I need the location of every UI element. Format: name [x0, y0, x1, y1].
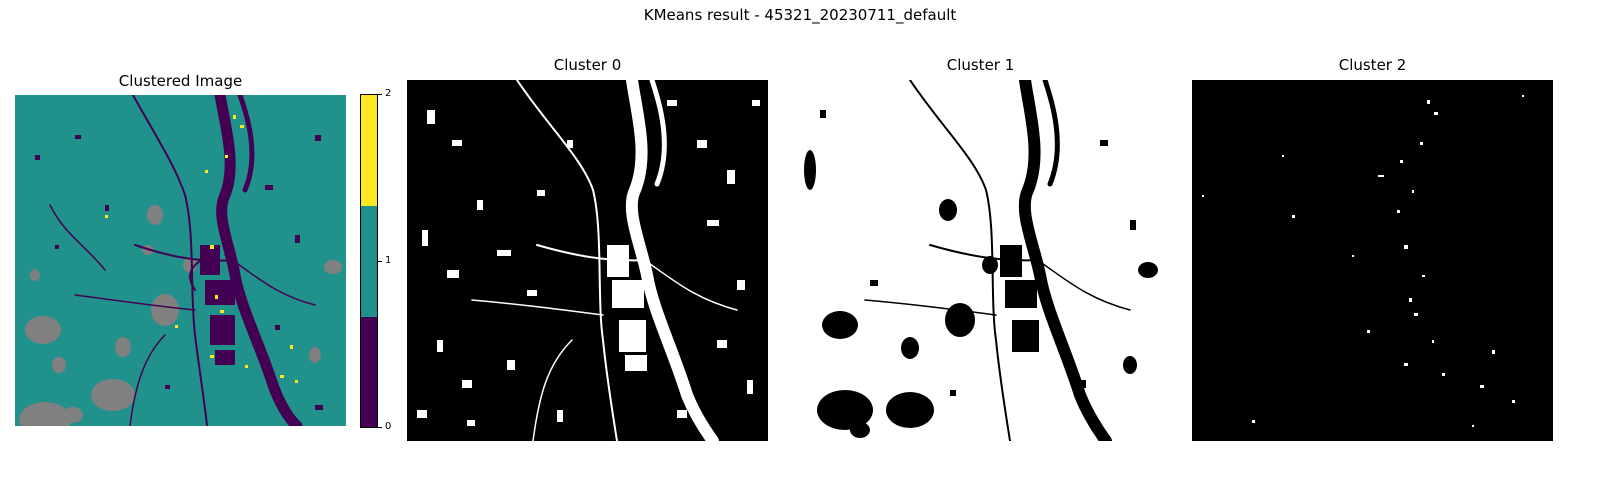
colorbar-tick-2 [378, 94, 382, 95]
colorbar-tick-label-1: 1 [385, 255, 392, 266]
colorbar [360, 94, 378, 428]
colorbar-segment-1 [361, 206, 377, 317]
cluster-2-title: Cluster 2 [1338, 56, 1407, 74]
colorbar-segment-2 [361, 95, 377, 206]
colorbar-tick-0 [378, 427, 382, 428]
colorbar-tick-1 [378, 261, 382, 262]
cluster-0-title: Cluster 0 [553, 56, 622, 74]
figure-title: KMeans result - 45321_20230711_default [643, 6, 957, 24]
clustered-image [15, 95, 346, 426]
cluster-2-mask [1192, 80, 1553, 441]
colorbar-tick-label-2: 2 [385, 88, 392, 99]
colorbar-tick-label-0: 0 [385, 421, 392, 432]
cluster-1-mask [800, 80, 1161, 441]
colorbar-segment-0 [361, 317, 377, 427]
cluster-1-title: Cluster 1 [946, 56, 1015, 74]
clustered-image-title: Clustered Image [118, 72, 243, 90]
cluster-0-mask [407, 80, 768, 441]
